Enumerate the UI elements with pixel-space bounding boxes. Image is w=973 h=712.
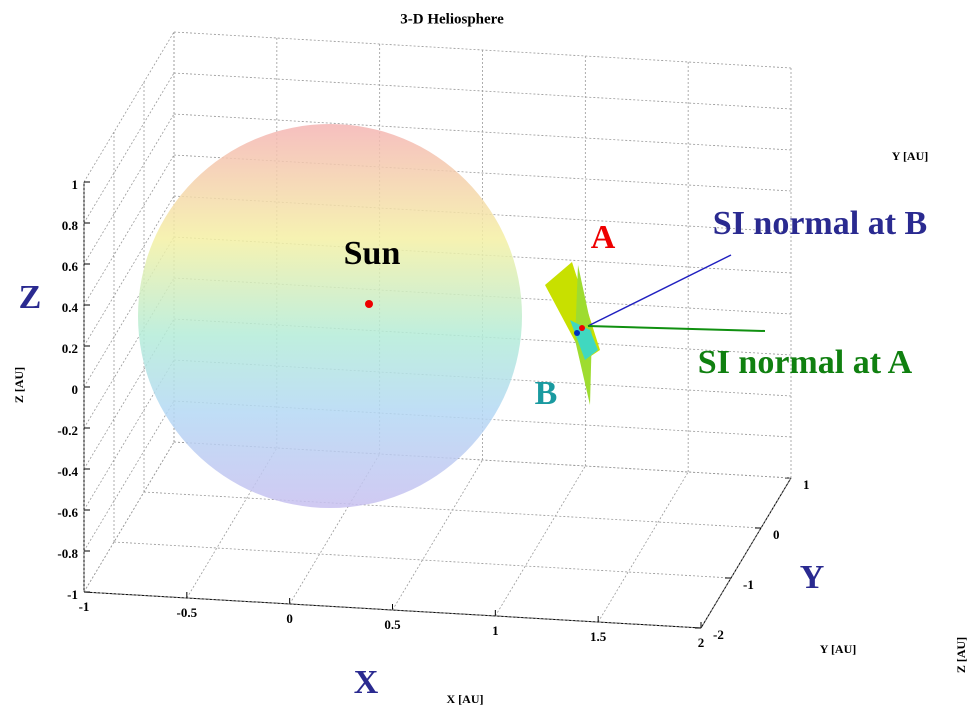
label-b: B	[535, 375, 558, 412]
y-axis-label: Y [AU]	[820, 642, 857, 656]
normal-b	[587, 254, 732, 327]
grid-line	[173, 154, 792, 192]
z-tick-label: 0	[72, 382, 79, 397]
label-sun: Sun	[344, 235, 401, 272]
grid-line	[494, 465, 586, 617]
grid-line	[143, 491, 762, 529]
z-tick-label: -0.6	[57, 505, 78, 520]
x-tick-label: -0.5	[177, 605, 198, 620]
grid-line	[700, 477, 792, 629]
grid-line	[173, 113, 792, 151]
x-tick-label: 1	[492, 623, 499, 638]
grid-line	[83, 591, 702, 629]
x-tick-label: 0	[286, 611, 293, 626]
big-z: Z	[19, 279, 42, 316]
z-tick-label: 0.4	[62, 300, 79, 315]
grid-line	[173, 72, 792, 110]
z-tick-label: -0.8	[57, 546, 78, 561]
grid-line	[113, 541, 732, 579]
z-tick-label: -0.4	[57, 464, 78, 479]
x-tick-label: 0.5	[384, 617, 401, 632]
label-normal-b: SI normal at B	[713, 205, 927, 242]
z-tick-label: 0.8	[62, 218, 79, 233]
label-normal-a: SI normal at A	[698, 344, 913, 381]
big-y: Y	[800, 559, 825, 596]
heliosphere	[138, 124, 522, 508]
z-tick-label: -1	[67, 587, 78, 602]
grid-line	[83, 195, 175, 347]
z-tick-label: 1	[72, 177, 79, 192]
grid-line	[83, 154, 175, 306]
x-tick-label: 1.5	[590, 629, 607, 644]
grid-line	[173, 441, 792, 479]
point-b	[574, 330, 580, 336]
x-axis-label: X [AU]	[447, 692, 484, 706]
y-tick-label: -1	[743, 577, 754, 592]
x-tick-label: 2	[698, 635, 705, 650]
sun-marker	[365, 300, 373, 308]
grid-line	[83, 31, 175, 183]
z-tick-label: 0.6	[62, 259, 79, 274]
y-tick-label: 0	[773, 527, 780, 542]
normal-a	[587, 325, 766, 332]
grid-line	[83, 400, 175, 552]
label-a: A	[591, 219, 616, 256]
z-tick-label: -0.2	[57, 423, 78, 438]
y-axis-label-top: Y [AU]	[892, 149, 929, 163]
point-a	[579, 325, 585, 331]
z-axis-label: Z [AU]	[12, 367, 26, 403]
grid-line	[83, 441, 175, 593]
x-tick-label: -1	[79, 599, 90, 614]
chart-title: 3-D Heliosphere	[400, 11, 504, 27]
big-x: X	[354, 664, 379, 701]
y-tick-label: -2	[713, 627, 724, 642]
z-axis-label-right: Z [AU]	[954, 637, 968, 673]
y-tick-label: 1	[803, 477, 810, 492]
z-tick-label: 0.2	[62, 341, 78, 356]
grid-line	[83, 72, 175, 224]
grid-line	[597, 471, 689, 623]
grid-line	[392, 459, 483, 611]
grid-line	[83, 113, 175, 265]
grid-line	[173, 31, 792, 69]
